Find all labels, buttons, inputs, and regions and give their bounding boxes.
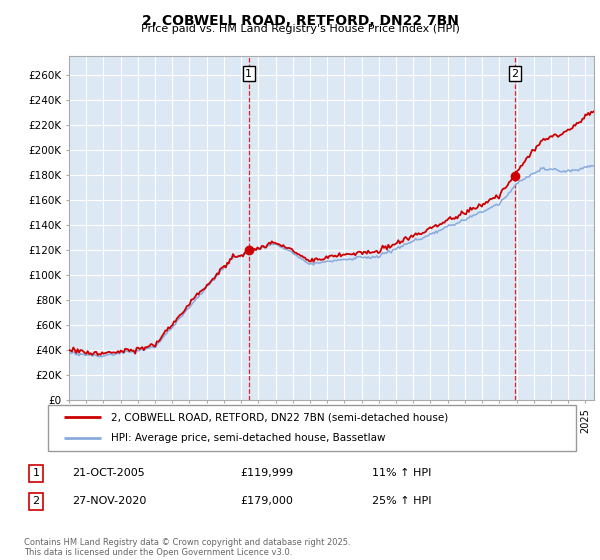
Text: 21-OCT-2005: 21-OCT-2005 [72, 468, 145, 478]
Text: 1: 1 [245, 68, 252, 78]
Text: 2: 2 [511, 68, 518, 78]
Text: Contains HM Land Registry data © Crown copyright and database right 2025.
This d: Contains HM Land Registry data © Crown c… [24, 538, 350, 557]
Text: 2, COBWELL ROAD, RETFORD, DN22 7BN: 2, COBWELL ROAD, RETFORD, DN22 7BN [142, 14, 458, 28]
Text: Price paid vs. HM Land Registry's House Price Index (HPI): Price paid vs. HM Land Registry's House … [140, 24, 460, 34]
Text: £179,000: £179,000 [240, 496, 293, 506]
Text: £119,999: £119,999 [240, 468, 293, 478]
Text: 1: 1 [32, 468, 40, 478]
Text: 27-NOV-2020: 27-NOV-2020 [72, 496, 146, 506]
Text: 11% ↑ HPI: 11% ↑ HPI [372, 468, 431, 478]
Text: 25% ↑ HPI: 25% ↑ HPI [372, 496, 431, 506]
Text: HPI: Average price, semi-detached house, Bassetlaw: HPI: Average price, semi-detached house,… [112, 433, 386, 444]
Text: 2: 2 [32, 496, 40, 506]
Text: 2, COBWELL ROAD, RETFORD, DN22 7BN (semi-detached house): 2, COBWELL ROAD, RETFORD, DN22 7BN (semi… [112, 412, 449, 422]
FancyBboxPatch shape [48, 405, 576, 451]
